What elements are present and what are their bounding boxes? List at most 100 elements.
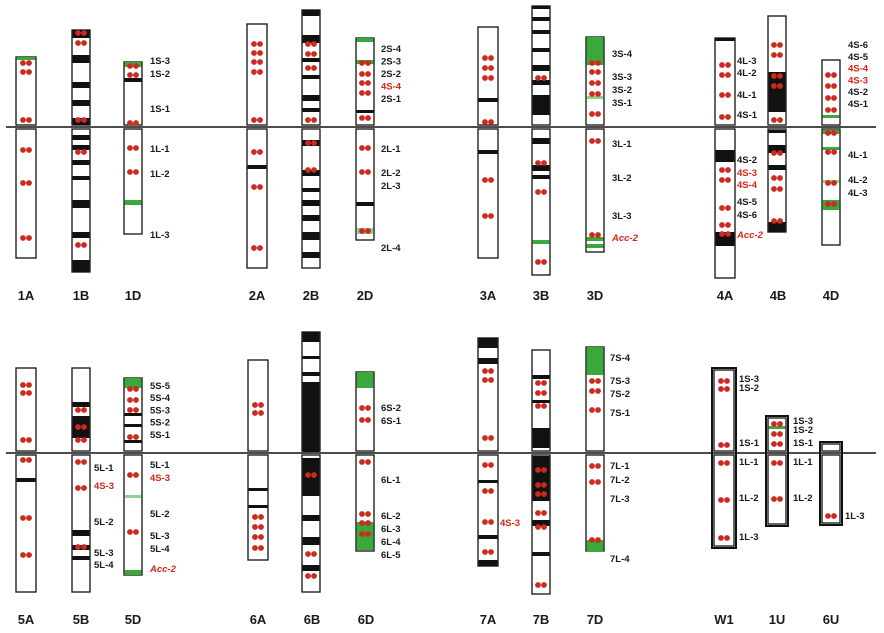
signal-dot (20, 457, 26, 463)
c-band (302, 215, 320, 221)
signal-dot (724, 442, 730, 448)
signal-dot (777, 460, 783, 466)
signal-dot (831, 130, 837, 136)
signal-dot (771, 218, 777, 224)
signal-dot (311, 117, 317, 123)
signal-dot (595, 80, 601, 86)
signal-dot (127, 169, 133, 175)
chromosome-arm-short (71, 367, 91, 452)
locus-label: 2L-3 (381, 181, 401, 192)
signal-dot (777, 441, 783, 447)
signal-dot (81, 485, 87, 491)
signal-dot (305, 51, 311, 57)
signal-dot (365, 90, 371, 96)
chromosome-7d (585, 346, 605, 552)
c-band (302, 565, 320, 571)
locus-label: 1L-3 (845, 511, 865, 522)
signal-dot (541, 160, 547, 166)
c-band (72, 232, 90, 238)
chromosome-2b (301, 9, 321, 269)
signal-dot (133, 145, 139, 151)
chromosome-arm-short (301, 9, 321, 126)
c-band (248, 505, 268, 508)
signal-dot (825, 72, 831, 78)
c-band (478, 150, 498, 154)
signal-dot (365, 520, 371, 526)
signal-dot (359, 115, 365, 121)
locus-label: 1S-3 (793, 416, 813, 427)
signal-dot (482, 488, 488, 494)
signal-dot (724, 497, 730, 503)
locus-label: 3L-2 (612, 173, 632, 184)
signal-dot (258, 402, 264, 408)
signal-dot (359, 520, 365, 526)
signal-dot (482, 75, 488, 81)
locus-label: 5L-3 (150, 531, 170, 542)
locus-label: 3S-2 (612, 85, 632, 96)
signal-dot (771, 186, 777, 192)
chromosome-arm-short (821, 443, 841, 452)
signal-dot (311, 551, 317, 557)
signal-dot (252, 402, 258, 408)
chromosome-arm-long (246, 128, 268, 269)
c-band (72, 118, 90, 125)
locus-label: 7S-3 (610, 376, 630, 387)
signal-dot (725, 231, 731, 237)
locus-label: 4L-3 (737, 56, 757, 67)
locus-label: 7S-4 (610, 353, 631, 364)
green-band (124, 62, 142, 67)
locus-label: 1L-1 (793, 457, 813, 468)
green-band (822, 180, 840, 183)
chromosome-6d (355, 371, 375, 552)
c-band (532, 428, 550, 448)
signal-dot (589, 69, 595, 75)
chromosome-1d (123, 61, 143, 235)
c-band (768, 222, 786, 232)
signal-dot (26, 437, 32, 443)
locus-label: 2L-2 (381, 168, 401, 179)
signal-dot (482, 55, 488, 61)
chromosome-arm-long (301, 128, 321, 269)
c-band (532, 175, 550, 179)
signal-dot (75, 117, 81, 123)
c-band (302, 140, 320, 146)
chromosome-arm-short (15, 367, 37, 452)
locus-label: 5L-4 (150, 544, 170, 555)
signal-dot (482, 377, 488, 383)
signal-dot (75, 459, 81, 465)
chromosome-3b (531, 5, 551, 276)
c-band (124, 413, 142, 416)
signal-dot (305, 140, 311, 146)
locus-label: 4S-4 (381, 82, 402, 93)
c-band (302, 188, 320, 192)
signal-dot (589, 479, 595, 485)
signal-dot (595, 138, 601, 144)
signal-dot (488, 213, 494, 219)
c-band (72, 200, 90, 208)
signal-dot (777, 52, 783, 58)
signal-dot (541, 482, 547, 488)
signal-dot (718, 497, 724, 503)
locus-label: 7S-2 (610, 389, 630, 400)
chromosome-name: 1D (125, 288, 142, 303)
chromosome-arm-long (123, 454, 143, 576)
chromosome-arm-long (585, 128, 605, 253)
green-band (586, 96, 604, 99)
signal-dot (81, 40, 87, 46)
c-band (72, 100, 90, 106)
signal-dot (133, 397, 139, 403)
signal-dot (482, 435, 488, 441)
signal-dot (771, 42, 777, 48)
signal-dot (311, 472, 317, 478)
signal-dot (541, 510, 547, 516)
signal-dot (724, 386, 730, 392)
signal-dot (488, 549, 494, 555)
chromosome-name: 6B (304, 612, 321, 627)
c-band (478, 358, 498, 364)
chromosome-arm-short (767, 417, 787, 452)
signal-dot (595, 69, 601, 75)
c-band (124, 440, 142, 443)
chromosome-arm-short (714, 37, 736, 126)
green-band (124, 570, 142, 575)
locus-label: 3S-1 (612, 98, 633, 109)
